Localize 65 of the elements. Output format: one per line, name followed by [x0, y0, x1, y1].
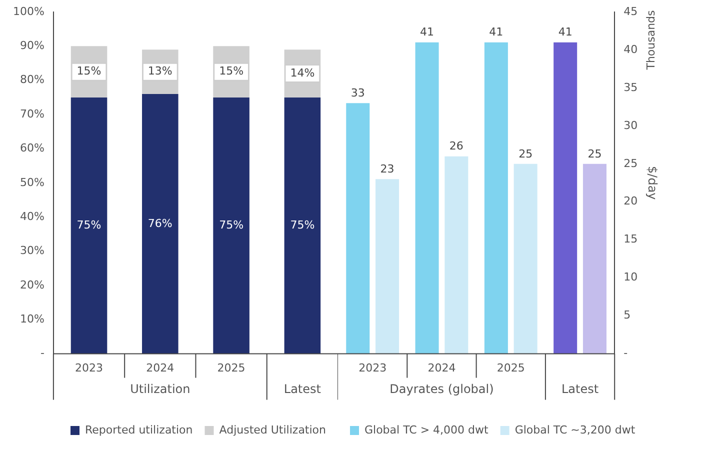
- text: Latest: [284, 382, 322, 396]
- data-label: 41: [489, 26, 504, 39]
- data-label: 25: [518, 147, 533, 160]
- bar: [484, 42, 508, 354]
- legend-label: Global TC > 4,000 dwt: [364, 423, 490, 436]
- x-tick-label: 2023: [358, 361, 387, 374]
- bar: [514, 164, 538, 354]
- legend-label: Global TC ~3,200 dwt: [514, 423, 636, 436]
- y-tick-label: 20%: [20, 278, 44, 292]
- bar: [376, 179, 400, 354]
- y2-tick-label: 15: [624, 232, 638, 246]
- data-label: 41: [420, 26, 434, 39]
- y-tick-label: 40%: [20, 210, 44, 223]
- bar: [142, 94, 178, 354]
- data-label: 75%: [290, 218, 315, 232]
- x-tick-label: 2023: [75, 361, 104, 374]
- y-tick-label: 90%: [20, 39, 44, 52]
- data-label: 33: [350, 86, 365, 100]
- y-tick-label: 50%: [20, 176, 44, 189]
- y2-tick-label: 35: [624, 80, 638, 94]
- data-label: 15%: [219, 64, 244, 78]
- bar: [346, 103, 370, 354]
- y-tick-label: 10%: [20, 312, 44, 326]
- y2-tick-label: 30: [624, 118, 638, 132]
- text: Utilization: [130, 382, 190, 396]
- data-label: 14%: [290, 66, 315, 80]
- x-tick-label: 2025: [217, 361, 246, 374]
- y2-axis-title: $/day: [646, 166, 660, 200]
- data-label: 75%: [219, 218, 244, 232]
- text: Dayrates (global): [390, 382, 494, 396]
- data-label: 15%: [76, 64, 102, 78]
- x-tick-label: 2024: [146, 361, 174, 374]
- y2-tick-label: 10: [624, 270, 638, 284]
- y2-tick-label: 45: [624, 4, 638, 18]
- x-tick-label: 2024: [428, 361, 456, 374]
- y-tick-label: 60%: [20, 142, 44, 155]
- data-label: 41: [558, 26, 572, 39]
- y2-tick-label: 25: [624, 156, 638, 170]
- legend-label: Adjusted Utilization: [219, 423, 326, 436]
- y2-tick-label: -: [624, 346, 628, 360]
- bar: [415, 42, 439, 354]
- data-label: 26: [449, 140, 464, 153]
- y2-tick-label: 20: [624, 194, 638, 208]
- bar: [444, 156, 468, 354]
- text: Thousands: [644, 10, 658, 71]
- y2-tick-label: 5: [624, 308, 631, 322]
- legend-label: Reported utilization: [85, 423, 193, 436]
- data-label: 23: [380, 162, 394, 176]
- y-tick-label: -: [40, 346, 44, 360]
- bar: [70, 97, 108, 354]
- data-label: 76%: [148, 216, 172, 230]
- y-tick-label: 70%: [20, 107, 44, 120]
- bar: [554, 42, 578, 354]
- y2-tick-label: 40: [624, 42, 638, 56]
- data-label: 25: [588, 147, 602, 160]
- bar: [284, 97, 321, 354]
- bar: [582, 164, 606, 354]
- y-tick-label: 100%: [12, 4, 44, 18]
- data-label: 75%: [76, 218, 102, 232]
- text: Latest: [561, 382, 599, 396]
- x-tick-label: 2025: [496, 361, 525, 374]
- y-tick-label: 30%: [20, 244, 44, 258]
- data-label: 13%: [148, 64, 172, 78]
- bar: [213, 97, 250, 354]
- y-tick-label: 80%: [20, 73, 44, 86]
